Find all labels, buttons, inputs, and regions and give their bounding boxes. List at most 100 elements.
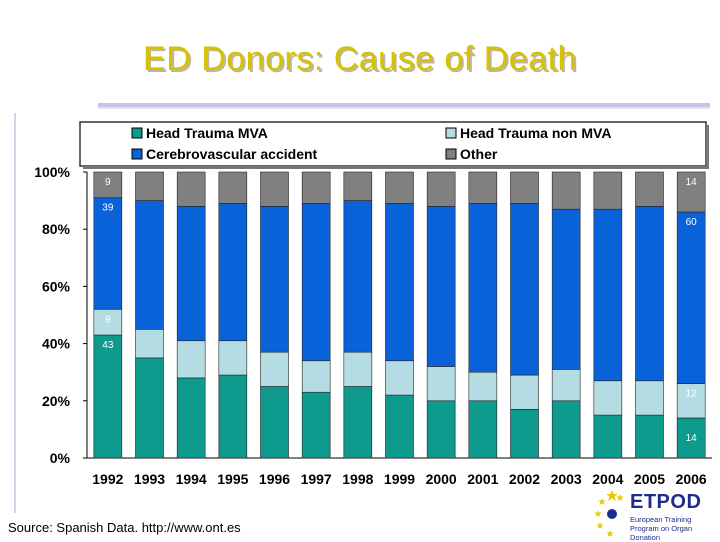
bar-other-1996 bbox=[260, 171, 289, 207]
x-tick-label: 1998 bbox=[342, 471, 373, 487]
bar-head_trauma_mva-1996 bbox=[260, 386, 289, 459]
data-label: 9 bbox=[105, 177, 111, 188]
bar-other-1993 bbox=[135, 171, 164, 201]
bar-series bbox=[93, 171, 706, 459]
title-underline-shadow bbox=[98, 107, 710, 109]
bar-head_trauma_non_mva-1999 bbox=[385, 360, 414, 396]
bar-head_trauma_non_mva-1996 bbox=[260, 351, 289, 387]
bar-cerebrovascular-2001 bbox=[468, 203, 498, 373]
bar-cerebrovascular-2006 bbox=[676, 211, 706, 384]
bar-other-2001 bbox=[468, 171, 498, 204]
x-tick-label: 1994 bbox=[176, 471, 207, 487]
bar-cerebrovascular-1992 bbox=[93, 197, 123, 310]
source-note: Source: Spanish Data. http://www.ont.es bbox=[8, 520, 241, 535]
bar-head_trauma_non_mva-2006 bbox=[676, 383, 706, 419]
legend-label-other: Other bbox=[460, 146, 498, 162]
bar-head_trauma_mva-1997 bbox=[301, 391, 331, 459]
bar-cerebrovascular-2003 bbox=[551, 208, 581, 370]
bar-cerebrovascular-2004 bbox=[593, 208, 623, 382]
bar-cerebrovascular-1998 bbox=[343, 200, 373, 353]
bar-cerebrovascular-1996 bbox=[260, 206, 289, 353]
bar-cerebrovascular-1994 bbox=[176, 206, 206, 342]
bar-head_trauma_non_mva-2002 bbox=[510, 374, 539, 410]
bar-head_trauma_mva-2002 bbox=[510, 409, 539, 459]
bar-other-1994 bbox=[176, 171, 206, 207]
bar-cerebrovascular-1995 bbox=[218, 203, 248, 342]
x-tick-label: 2000 bbox=[426, 471, 457, 487]
bar-head_trauma_mva-1999 bbox=[385, 394, 414, 459]
data-label: 39 bbox=[102, 203, 114, 214]
legend-shadow-right bbox=[706, 125, 709, 169]
bar-cerebrovascular-2005 bbox=[635, 206, 664, 382]
data-label: 9 bbox=[105, 314, 111, 325]
etpod-logo-icon bbox=[594, 490, 624, 537]
data-label: 60 bbox=[686, 217, 698, 228]
bar-head_trauma_non_mva-1995 bbox=[218, 340, 248, 376]
bar-other-1995 bbox=[218, 171, 248, 204]
legend-swatch-head_trauma_non_mva bbox=[445, 127, 457, 139]
bar-other-2005 bbox=[635, 171, 664, 207]
legend-swatch-other bbox=[445, 148, 457, 160]
x-tick-label: 2003 bbox=[551, 471, 582, 487]
logo-tagline: European Training Program on Organ Donat… bbox=[630, 515, 693, 542]
y-tick-label: 100% bbox=[34, 164, 70, 180]
y-tick-label: 20% bbox=[42, 393, 71, 409]
x-tick-label: 1992 bbox=[92, 471, 123, 487]
bar-other-2004 bbox=[593, 171, 623, 210]
bar-head_trauma_non_mva-1993 bbox=[135, 328, 164, 359]
bar-head_trauma_non_mva-1997 bbox=[301, 360, 331, 393]
bar-other-1998 bbox=[343, 171, 373, 201]
legend-shadow-bottom bbox=[83, 166, 709, 169]
legend-label-head_trauma_non_mva: Head Trauma non MVA bbox=[460, 125, 611, 141]
y-tick-label: 40% bbox=[42, 336, 71, 352]
bar-cerebrovascular-1993 bbox=[135, 200, 164, 330]
bar-other-1992 bbox=[93, 171, 123, 199]
bar-head_trauma_mva-2003 bbox=[551, 400, 581, 459]
x-tick-label: 2004 bbox=[592, 471, 623, 487]
x-tick-label: 1995 bbox=[217, 471, 248, 487]
x-tick-label: 1993 bbox=[134, 471, 165, 487]
x-tick-label: 1997 bbox=[301, 471, 332, 487]
bar-head_trauma_non_mva-1994 bbox=[176, 340, 206, 379]
y-tick-label: 80% bbox=[42, 221, 71, 237]
bar-other-2002 bbox=[510, 171, 539, 204]
legend-swatch-head_trauma_mva bbox=[131, 127, 143, 139]
x-tick-label: 2001 bbox=[467, 471, 498, 487]
bar-head_trauma_mva-2005 bbox=[635, 414, 664, 459]
bar-head_trauma_mva-2004 bbox=[593, 414, 623, 459]
bar-head_trauma_non_mva-2005 bbox=[635, 380, 664, 416]
data-label: 14 bbox=[686, 433, 698, 444]
bar-head_trauma_non_mva-1998 bbox=[343, 351, 373, 387]
bar-other-2006 bbox=[676, 171, 706, 213]
bar-head_trauma_mva-1995 bbox=[218, 374, 248, 459]
bar-head_trauma_mva-1994 bbox=[176, 377, 206, 459]
data-label: 12 bbox=[686, 389, 698, 400]
bar-cerebrovascular-1997 bbox=[301, 203, 331, 362]
title-underline bbox=[98, 103, 710, 107]
bar-other-2003 bbox=[551, 171, 581, 210]
bar-head_trauma_non_mva-2004 bbox=[593, 380, 623, 416]
chart-legend: Head Trauma MVA Head Trauma non MVA Cerebr… bbox=[79, 121, 709, 169]
bar-head_trauma_non_mva-2001 bbox=[468, 371, 498, 402]
left-border-line bbox=[14, 113, 16, 513]
bar-head_trauma_non_mva-2003 bbox=[551, 369, 581, 402]
bar-head_trauma_mva-2001 bbox=[468, 400, 498, 459]
bar-head_trauma_mva-1998 bbox=[343, 386, 373, 459]
x-tick-label: 1999 bbox=[384, 471, 415, 487]
bar-other-1997 bbox=[301, 171, 331, 204]
bar-other-1999 bbox=[385, 171, 414, 204]
y-tick-label: 60% bbox=[42, 278, 71, 294]
legend-label-cerebrovascular: Cerebrovascular accident bbox=[146, 146, 318, 162]
data-label: 14 bbox=[686, 177, 698, 188]
bar-head_trauma_mva-2000 bbox=[426, 400, 456, 459]
bar-cerebrovascular-2002 bbox=[510, 203, 539, 376]
data-labels: 9 39 9 43 14 60 12 14 bbox=[102, 177, 697, 444]
bar-cerebrovascular-1999 bbox=[385, 203, 414, 362]
data-label: 43 bbox=[102, 340, 114, 351]
slide-title: ED Donors: Cause of Death bbox=[143, 40, 577, 78]
x-tick-label: 2005 bbox=[634, 471, 665, 487]
legend-swatch-cerebrovascular bbox=[131, 148, 143, 160]
bar-cerebrovascular-2000 bbox=[426, 206, 456, 367]
x-axis: 1992 1993 1994 1995 1996 1997 1998 1999 2000 2001… bbox=[92, 471, 707, 487]
